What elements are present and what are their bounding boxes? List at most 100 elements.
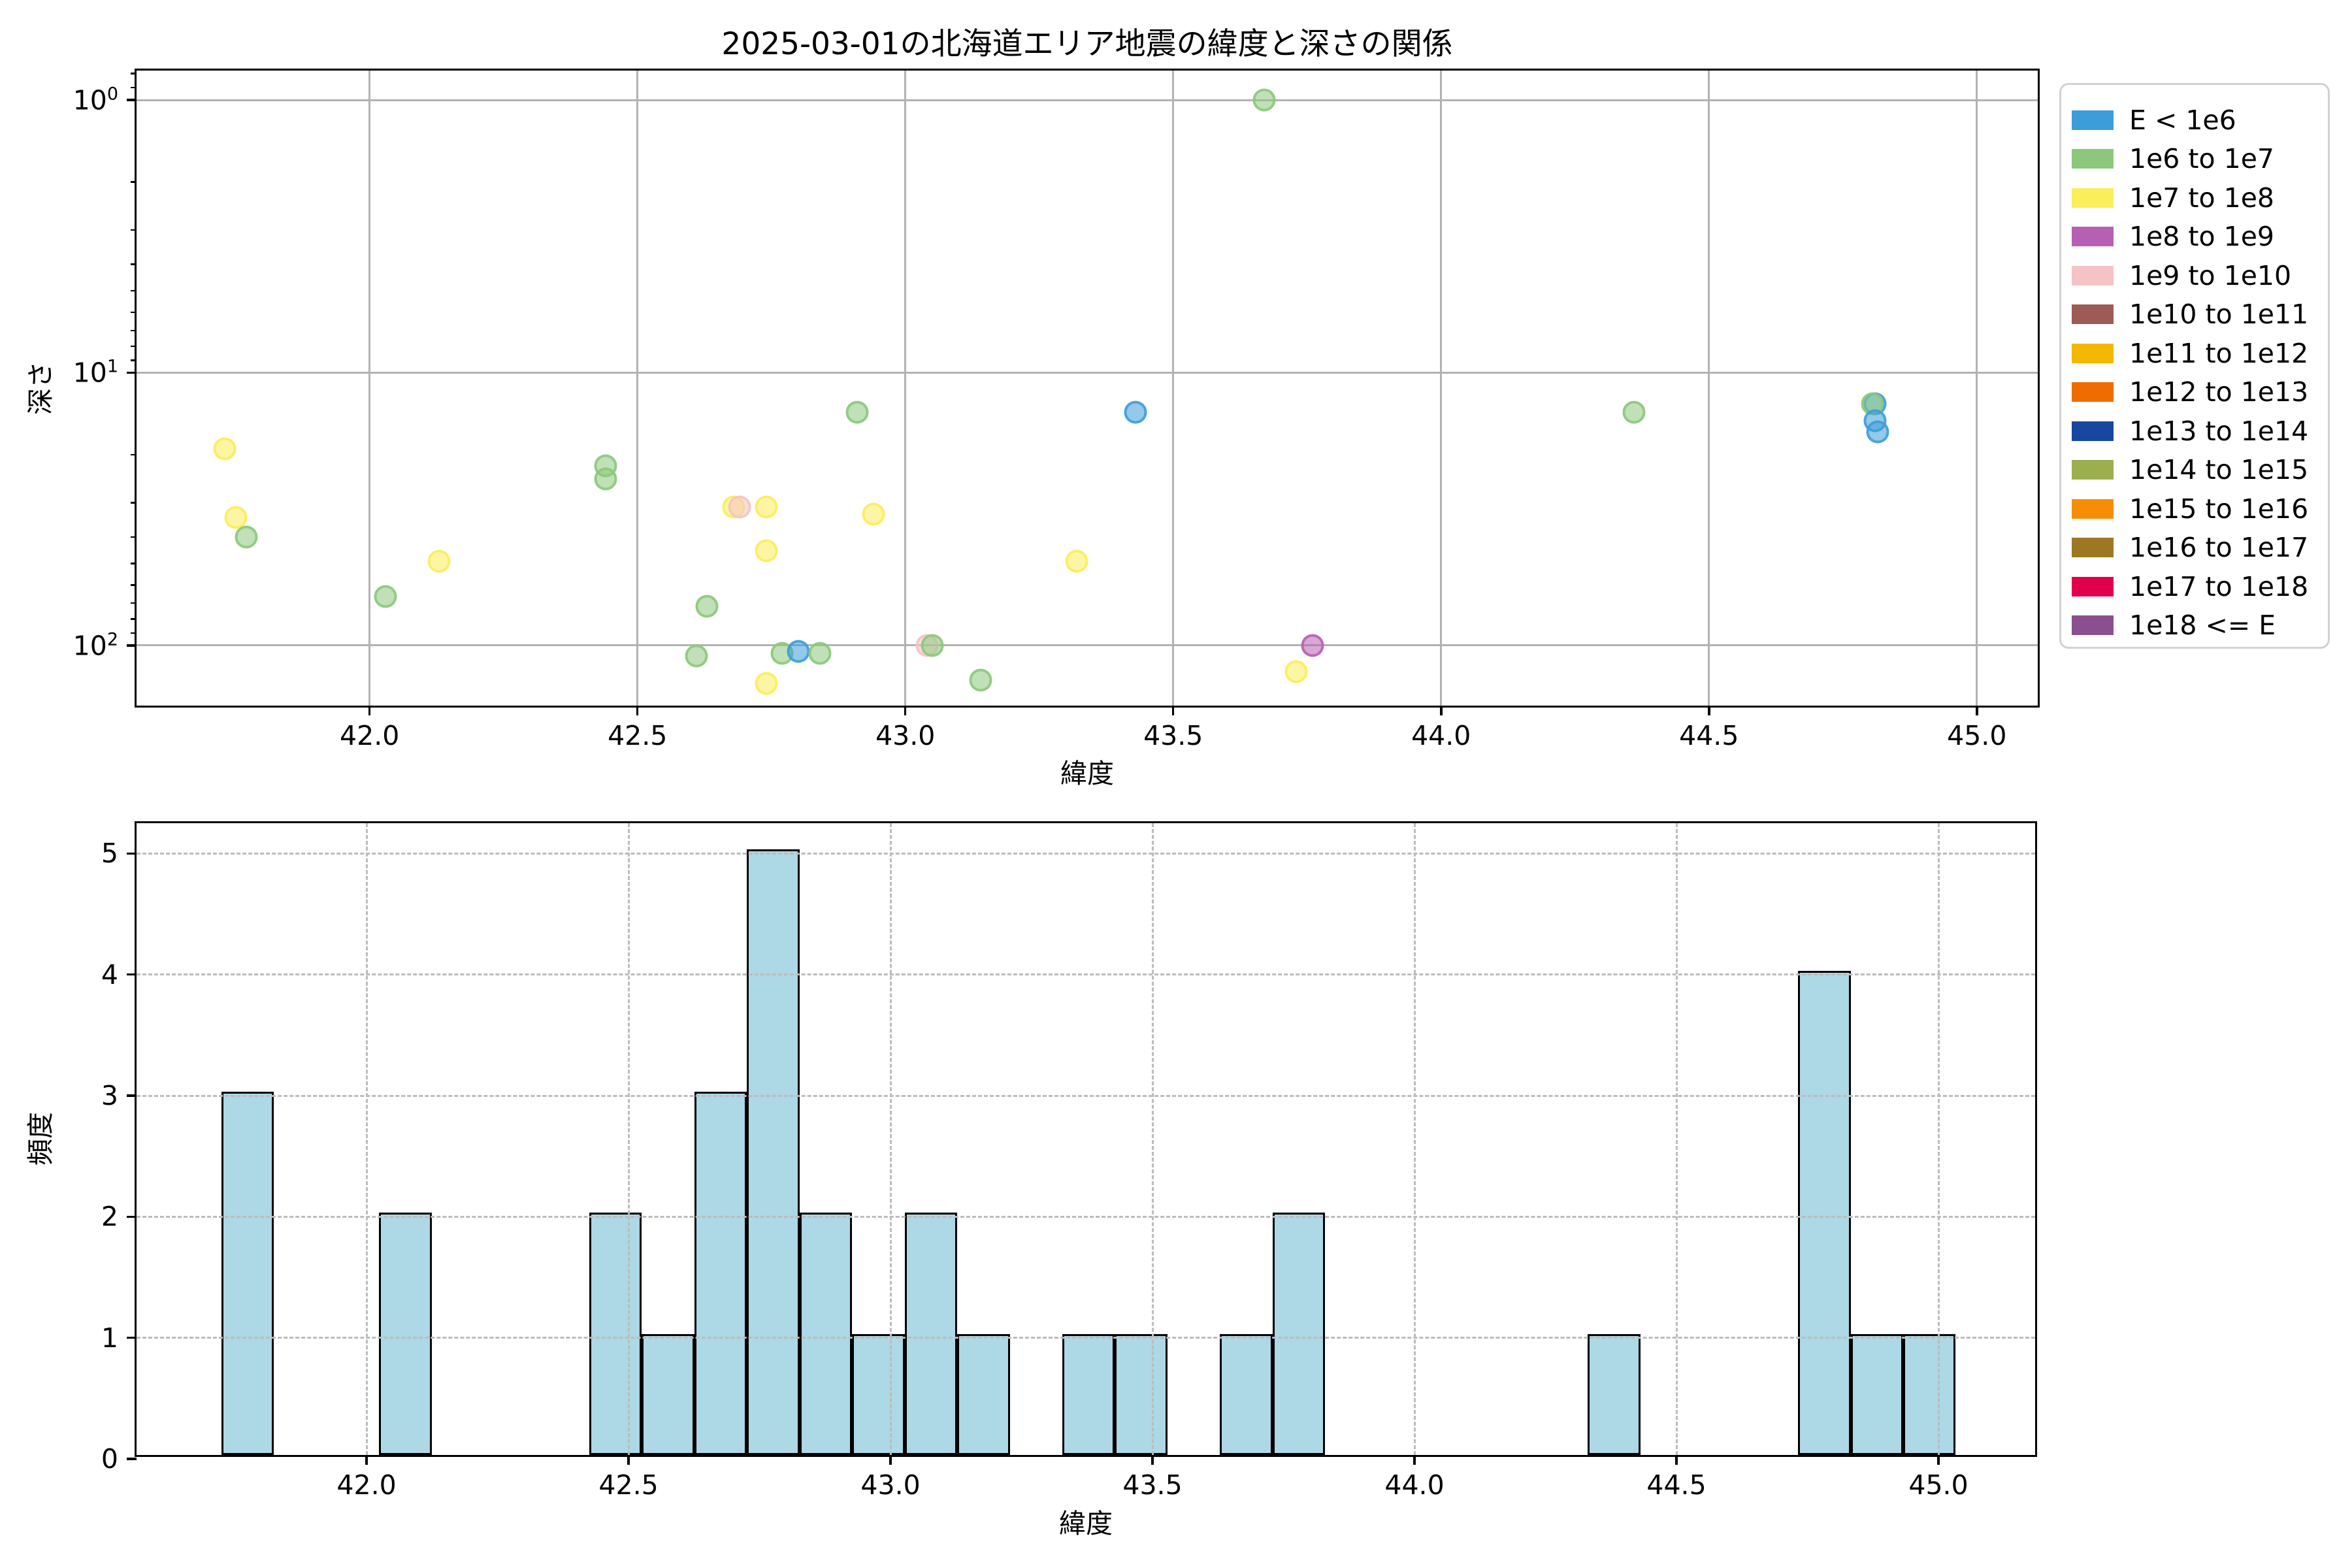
histogram-plot-area: 42.0 42.5 43.0 43.5 44.0 44.5 45.0 0 1 2 3 4 5 (101, 821, 2037, 1501)
figure-title: 2025-03-01の北海道エリア地震の緯度と深さの関係 (721, 26, 1453, 62)
scatter-ytick (127, 644, 137, 647)
legend-row: 1e13 to 1e14 (2072, 412, 2328, 451)
histogram-ytick-label: 2 (101, 1201, 118, 1233)
histogram-xtick-label: 43.0 (860, 1469, 921, 1501)
histogram-bar (1220, 1333, 1273, 1455)
scatter-point (862, 502, 885, 526)
histogram-bar (1062, 1333, 1115, 1455)
legend-swatch (2072, 538, 2114, 558)
histogram-ytick (127, 1458, 137, 1460)
histogram-ytick (127, 852, 137, 855)
histogram-ytick (127, 973, 137, 976)
scatter-point (1622, 400, 1646, 424)
histogram-xtick (889, 1455, 892, 1465)
scatter-point (374, 585, 397, 608)
scatter-point (1866, 420, 1889, 444)
histogram-bar (221, 1092, 274, 1455)
histogram-xtick (1151, 1455, 1154, 1465)
legend-swatch (2072, 110, 2114, 130)
histogram-bar (694, 1092, 747, 1455)
histogram-bar (379, 1213, 432, 1455)
scatter-gridline-v (1708, 71, 1710, 706)
histogram-bar (747, 849, 800, 1455)
legend-label: 1e13 to 1e14 (2129, 415, 2309, 447)
legend-swatch (2072, 188, 2114, 208)
legend-row: 1e11 to 1e12 (2072, 334, 2328, 373)
scatter-gridline-v (1976, 71, 1978, 706)
legend-swatch (2072, 382, 2114, 402)
histogram-xtick (1413, 1455, 1416, 1465)
scatter-xtick-label: 44.5 (1679, 720, 1739, 751)
legend-label: 1e15 to 1e16 (2129, 493, 2309, 525)
legend-swatch (2072, 576, 2114, 596)
scatter-gridline-v (1440, 71, 1443, 706)
scatter-ytick-minor (131, 453, 137, 456)
scatter-point (224, 506, 248, 529)
scatter-point (235, 525, 258, 549)
histogram-gridline-h (137, 1337, 2035, 1339)
legend-row: 1e8 to 1e9 (2072, 218, 2328, 257)
histogram-bar (852, 1333, 905, 1455)
histogram-xtick (1937, 1455, 1940, 1465)
scatter-point (1124, 400, 1147, 424)
histogram-bar (1798, 970, 1851, 1455)
scatter-point (755, 539, 778, 563)
scatter-xtick-label: 44.0 (1411, 720, 1471, 751)
histogram-gridline-v (627, 823, 630, 1455)
scatter-plot-area: 42.0 42.5 43.0 43.5 44.0 44.5 45.0 100 101 102 (73, 69, 2040, 751)
histogram-gridline-v (1675, 823, 1678, 1455)
scatter-point (685, 644, 708, 668)
scatter-ytick-minor (131, 345, 137, 348)
histogram-ytick-label: 1 (101, 1322, 118, 1354)
legend-label: 1e6 to 1e7 (2129, 143, 2275, 175)
legend-row: 1e16 to 1e17 (2072, 529, 2328, 568)
legend-swatch (2072, 149, 2114, 169)
legend-label: E < 1e6 (2129, 104, 2236, 136)
legend-swatch (2072, 498, 2114, 519)
histogram-xaxis-label: 緯度 (1059, 1508, 1113, 1539)
scatter-ytick-minor (131, 263, 137, 265)
histogram-xtick-label: 42.5 (598, 1469, 659, 1501)
histogram-gridline-v (1413, 823, 1416, 1455)
legend-swatch (2072, 421, 2114, 441)
scatter-point (845, 400, 869, 424)
scatter-xtick-label: 45.0 (1947, 720, 2007, 751)
histogram-gridline-v (1151, 823, 1154, 1455)
histogram-gridline-v (365, 823, 368, 1455)
histogram-bar (957, 1333, 1010, 1455)
scatter-xtick-label: 42.5 (608, 720, 668, 751)
scatter-ytick-minor (131, 329, 137, 332)
legend-row: 1e18 <= E (2072, 606, 2328, 645)
scatter-xtick (636, 706, 639, 715)
histogram-bar (904, 1213, 958, 1455)
histogram-bar (1588, 1333, 1641, 1455)
legend-row: 1e15 to 1e16 (2072, 489, 2328, 529)
legend-label: 1e12 to 1e13 (2129, 376, 2309, 408)
histogram-gridline-h (137, 973, 2035, 976)
histogram-ytick (127, 1336, 137, 1339)
scatter-ytick-minor (131, 602, 137, 604)
scatter-ytick-minor (131, 618, 137, 620)
scatter-gridline-v (1172, 71, 1175, 706)
scatter-ytick-minor (131, 502, 137, 504)
histogram-ytick-label: 3 (101, 1080, 118, 1111)
scatter-point (1284, 660, 1308, 683)
legend-swatch (2072, 265, 2114, 286)
scatter-yaxis-label: 深さ (25, 361, 56, 415)
scatter-gridline-h (137, 371, 2038, 374)
scatter-ytick-minor (131, 73, 137, 74)
legend-label: 1e14 to 1e15 (2129, 454, 2309, 486)
scatter-point (594, 467, 617, 491)
scatter-point (728, 495, 751, 519)
legend-row: 1e12 to 1e13 (2072, 373, 2328, 412)
legend-label: 1e10 to 1e11 (2129, 299, 2309, 331)
histogram-bar (642, 1333, 694, 1455)
histogram-gridline-v (1937, 823, 1940, 1455)
histogram-ytick-label: 4 (101, 958, 118, 990)
scatter-plot-canvas (137, 71, 2038, 706)
legend-row: 1e6 to 1e7 (2072, 140, 2328, 179)
scatter-point (921, 634, 944, 657)
legend-row: E < 1e6 (2072, 101, 2328, 140)
legend-row: 1e9 to 1e10 (2072, 256, 2328, 295)
histogram-bar (1272, 1213, 1326, 1455)
